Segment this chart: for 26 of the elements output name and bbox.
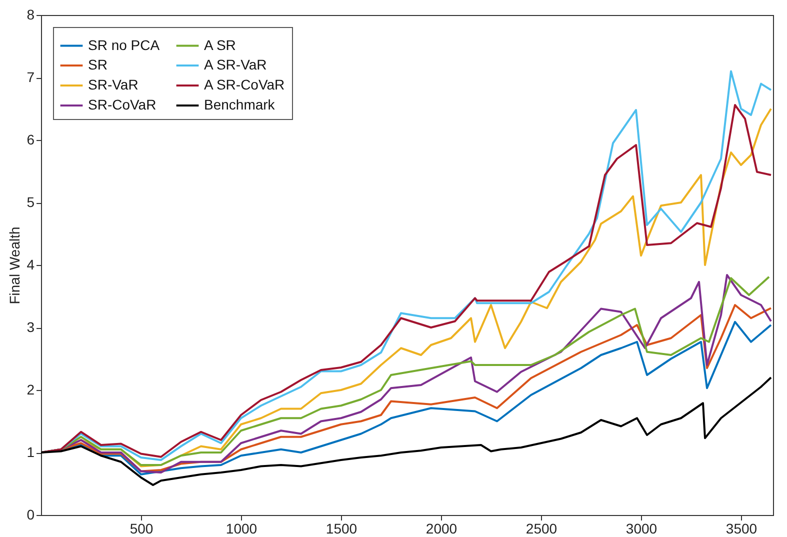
legend-label: Benchmark: [204, 96, 276, 112]
line-series: [41, 376, 772, 486]
x-tick-label: 500: [130, 520, 154, 536]
y-tick-label: 0: [26, 506, 35, 522]
x-tick-label: 1000: [226, 520, 258, 536]
legend-label: SR: [88, 56, 108, 72]
y-tick-label: 3: [26, 319, 35, 335]
x-tick-label: 2000: [426, 520, 458, 536]
legend-label: SR-CoVaR: [88, 96, 156, 112]
x-tick-label: 3000: [626, 520, 658, 536]
y-axis-title: Final Wealth: [6, 226, 23, 304]
legend-label: A SR-CoVaR: [204, 76, 285, 92]
legend-label: A SR-VaR: [204, 56, 267, 72]
y-tick-label: 8: [26, 6, 35, 22]
legend-label: SR-VaR: [88, 76, 138, 92]
x-tick-label: 1500: [326, 520, 358, 536]
y-tick-label: 4: [26, 256, 35, 272]
y-tick-label: 1: [26, 444, 35, 460]
y-tick-label: 5: [26, 194, 35, 210]
legend-label: A SR: [204, 36, 236, 53]
y-tick-label: 7: [26, 69, 35, 85]
legend-label: SR no PCA: [88, 36, 160, 53]
x-tick-label: 2500: [526, 520, 558, 536]
x-tick-label: 3500: [726, 520, 758, 536]
y-tick-label: 2: [26, 382, 35, 398]
y-tick-label: 6: [26, 132, 35, 148]
